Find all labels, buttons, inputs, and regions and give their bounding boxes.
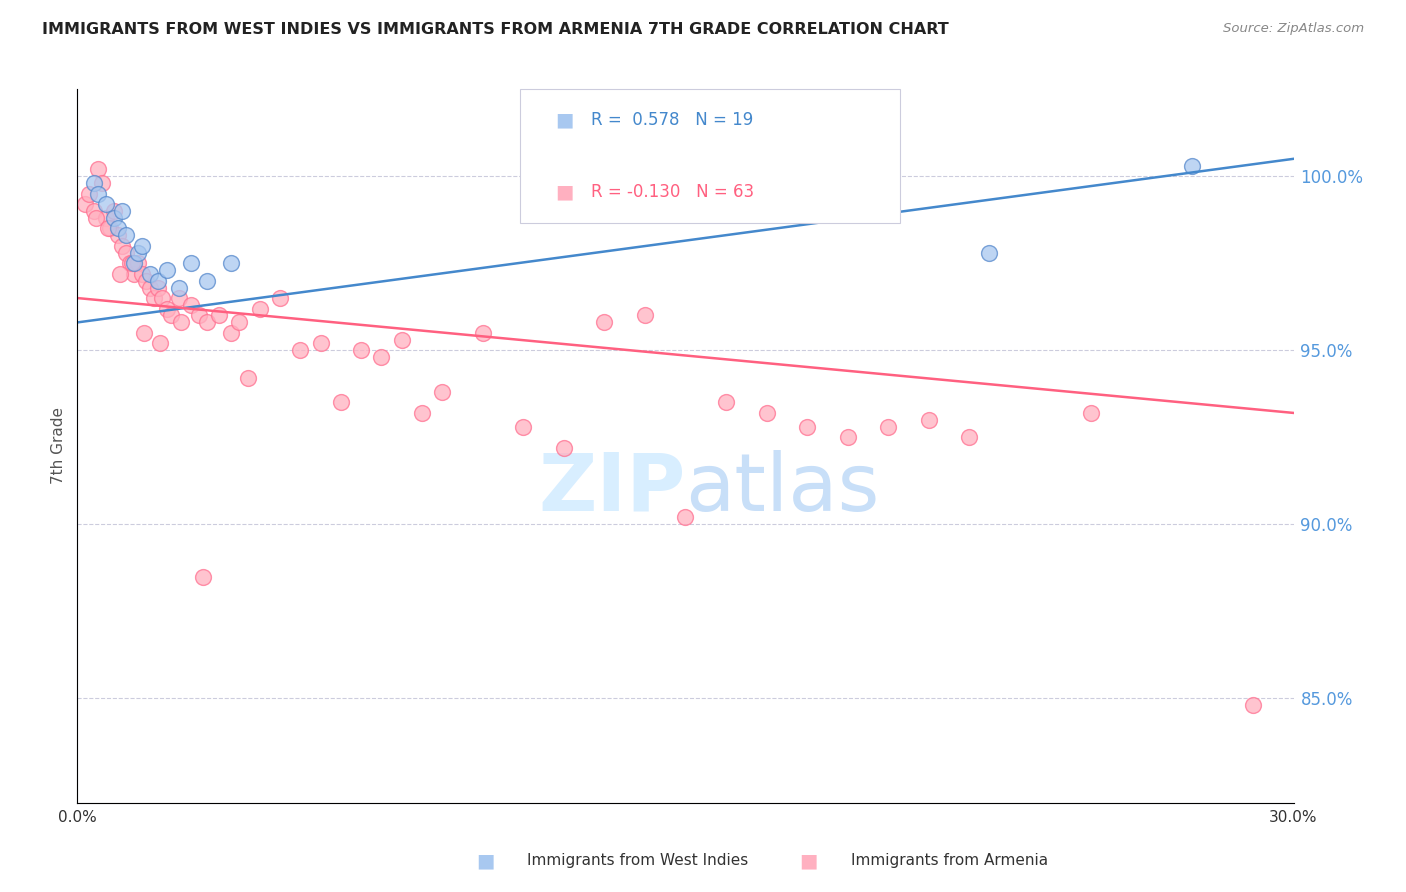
Point <box>111 239 134 253</box>
Point <box>877 420 900 434</box>
Point <box>370 350 392 364</box>
Point <box>90 176 112 190</box>
Point <box>432 385 454 400</box>
Text: ZIP: ZIP <box>538 450 686 528</box>
Point <box>155 263 177 277</box>
Point <box>411 406 433 420</box>
Point <box>127 245 149 260</box>
Point <box>121 256 143 270</box>
Point <box>134 326 156 340</box>
Point <box>208 309 231 323</box>
Point <box>188 309 211 323</box>
Text: Immigrants from West Indies: Immigrants from West Indies <box>527 854 748 868</box>
Point <box>167 280 190 294</box>
Point <box>309 336 332 351</box>
Point <box>796 420 818 434</box>
Point <box>512 420 534 434</box>
Point <box>159 309 181 323</box>
Point <box>167 291 190 305</box>
Point <box>115 228 138 243</box>
Point <box>143 291 166 305</box>
Point <box>135 274 157 288</box>
Point <box>107 221 129 235</box>
Point <box>149 336 172 351</box>
Point <box>471 326 494 340</box>
Point <box>103 204 125 219</box>
Point <box>97 221 120 235</box>
Point <box>1080 406 1102 420</box>
Point <box>195 274 218 288</box>
Point <box>107 228 129 243</box>
Point <box>195 315 218 329</box>
Point <box>553 441 575 455</box>
Point <box>1181 159 1204 173</box>
Point <box>139 267 162 281</box>
Point <box>957 430 980 444</box>
Point <box>139 280 162 294</box>
Point <box>290 343 312 358</box>
Point <box>1241 698 1264 713</box>
Point <box>103 211 125 225</box>
Point <box>837 430 859 444</box>
Point <box>98 221 121 235</box>
Point <box>221 326 243 340</box>
Point <box>329 395 352 409</box>
Point <box>127 256 149 270</box>
Point <box>191 569 214 583</box>
Point <box>228 315 250 329</box>
Point <box>249 301 271 316</box>
Point <box>115 245 138 260</box>
Point <box>269 291 291 305</box>
Point <box>83 176 105 190</box>
Point <box>221 256 243 270</box>
Text: IMMIGRANTS FROM WEST INDIES VS IMMIGRANTS FROM ARMENIA 7TH GRADE CORRELATION CHA: IMMIGRANTS FROM WEST INDIES VS IMMIGRANT… <box>42 22 949 37</box>
Point <box>75 197 97 211</box>
Point <box>94 197 117 211</box>
Point <box>111 204 134 219</box>
Text: Source: ZipAtlas.com: Source: ZipAtlas.com <box>1223 22 1364 36</box>
Point <box>122 267 145 281</box>
Point <box>152 291 174 305</box>
Point <box>79 186 101 201</box>
Text: ■: ■ <box>555 111 574 130</box>
Point <box>86 162 108 177</box>
Y-axis label: 7th Grade: 7th Grade <box>51 408 66 484</box>
Point <box>236 371 259 385</box>
Point <box>918 413 941 427</box>
Point <box>979 245 1001 260</box>
Point <box>122 256 145 270</box>
Point <box>714 395 737 409</box>
Point <box>634 309 657 323</box>
Text: ■: ■ <box>555 182 574 202</box>
Point <box>155 301 177 316</box>
Text: R = -0.130   N = 63: R = -0.130 N = 63 <box>591 183 754 201</box>
Point <box>180 298 202 312</box>
Point <box>180 256 202 270</box>
Text: Immigrants from Armenia: Immigrants from Armenia <box>851 854 1047 868</box>
Point <box>675 510 697 524</box>
Point <box>94 211 117 225</box>
Text: ■: ■ <box>799 851 818 871</box>
Text: atlas: atlas <box>686 450 880 528</box>
Point <box>108 267 131 281</box>
Point <box>86 186 108 201</box>
Point <box>170 315 193 329</box>
Point <box>391 333 413 347</box>
Point <box>131 267 153 281</box>
Point <box>148 274 170 288</box>
Text: ■: ■ <box>475 851 495 871</box>
Point <box>148 280 170 294</box>
Point <box>350 343 373 358</box>
Point <box>593 315 616 329</box>
Point <box>131 239 153 253</box>
Point <box>755 406 778 420</box>
Point <box>84 211 107 225</box>
Point <box>118 256 141 270</box>
Text: R =  0.578   N = 19: R = 0.578 N = 19 <box>591 112 752 129</box>
Point <box>83 204 105 219</box>
